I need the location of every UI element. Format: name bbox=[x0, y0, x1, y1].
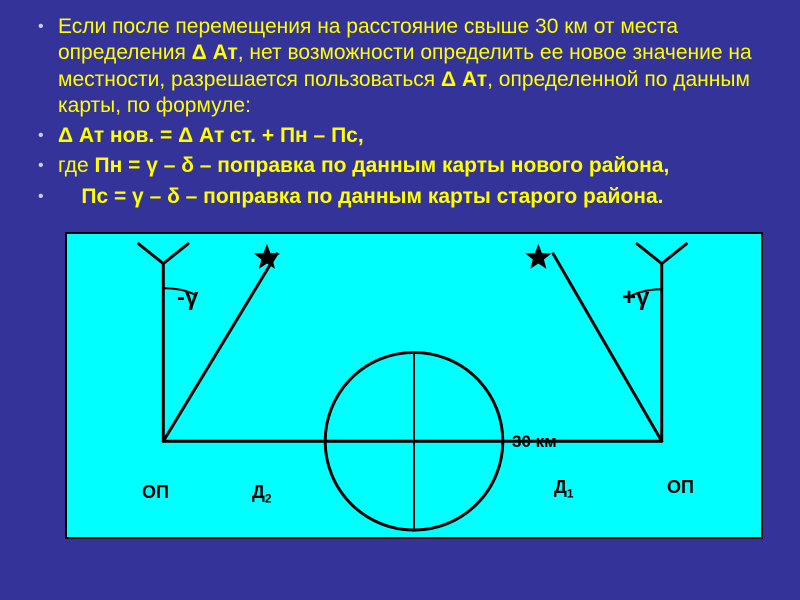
bullet-0: Если после перемещения на расстояние свы… bbox=[40, 14, 770, 119]
op-right: ОП bbox=[667, 477, 694, 498]
bullet-3: Пс = γ – δ – поправка по данным карты ст… bbox=[40, 184, 770, 210]
bullet-1: Δ Ат нов. = Δ Ат ст. + Пн – Пс, bbox=[40, 123, 770, 149]
op-left: ОП bbox=[142, 482, 169, 503]
d1-label: Д1 bbox=[554, 477, 574, 501]
gamma-left: -γ bbox=[177, 284, 198, 312]
d2-label: Д2 bbox=[252, 482, 272, 506]
bullet-2: где Пн = γ – δ – поправка по данным карт… bbox=[40, 153, 770, 179]
km-label: 30 км bbox=[512, 432, 557, 452]
geometry-diagram: -γ +γ 30 км ОП ОП Д2 Д1 bbox=[65, 232, 763, 539]
gamma-right: +γ bbox=[622, 284, 649, 312]
bullet-list: Если после перемещения на расстояние свы… bbox=[40, 14, 770, 210]
